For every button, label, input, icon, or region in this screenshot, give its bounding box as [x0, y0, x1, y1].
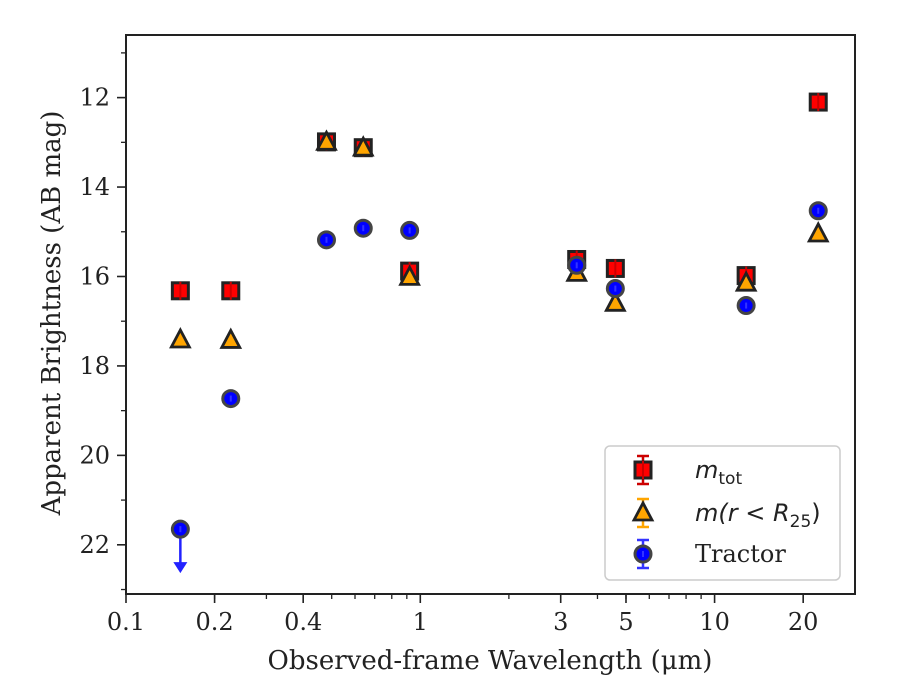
x-tick-label: 1 — [413, 608, 428, 636]
y-tick-label: 12 — [79, 84, 110, 112]
triangle-marker — [631, 500, 655, 522]
x-tick-label: 0.1 — [107, 608, 145, 636]
series-circle — [170, 201, 828, 574]
triangle-marker — [806, 221, 830, 243]
y-tick-label: 20 — [79, 441, 110, 469]
data-point — [316, 230, 336, 250]
y-tick-label: 22 — [79, 531, 110, 559]
data-point — [808, 201, 828, 221]
data-point — [734, 270, 758, 292]
data-point — [170, 281, 190, 301]
data-point — [351, 135, 375, 157]
legend-label: Tractor — [695, 540, 786, 568]
data-point — [567, 255, 587, 275]
triangle-marker — [734, 270, 758, 292]
series-triangle — [169, 129, 830, 349]
data-point — [736, 296, 756, 316]
triangle-marker — [398, 264, 421, 286]
data-point — [169, 326, 192, 349]
y-tick-label: 14 — [79, 173, 110, 201]
legend: mtot m(r < R25) Tractor — [604, 445, 841, 581]
data-point — [604, 290, 627, 312]
data-point — [400, 220, 420, 240]
legend-marker — [631, 500, 655, 522]
x-tick-label: 0.2 — [196, 608, 234, 636]
plot-frame — [125, 34, 856, 595]
data-point — [808, 92, 828, 112]
data-point — [605, 258, 625, 278]
legend-marker — [633, 544, 653, 564]
data-point — [398, 264, 421, 286]
x-tick-label: 0.4 — [284, 608, 322, 636]
y-axis-label: Apparent Brightness (AB mag) — [37, 111, 67, 517]
upper-limit-arrowhead — [173, 562, 188, 574]
y-tick-label: 16 — [79, 262, 110, 290]
triangle-marker — [604, 290, 627, 312]
marks-layer — [169, 92, 830, 574]
data-point — [315, 129, 338, 151]
legend-marker — [633, 460, 653, 480]
x-tick-label: 10 — [699, 608, 730, 636]
legend-label: m(r < R25) — [695, 499, 821, 532]
data-point — [221, 389, 241, 409]
triangle-marker — [169, 326, 192, 349]
data-point — [170, 519, 190, 539]
axes-layer: 0.1 0.2 0.4 1 3 5 10 20 12 14 16 18 20 22 — [79, 34, 856, 636]
triangle-marker — [219, 327, 243, 349]
data-point — [605, 279, 625, 299]
data-point — [221, 281, 241, 301]
x-tick-label: 20 — [788, 608, 819, 636]
x-tick-label: 5 — [618, 608, 633, 636]
data-point — [219, 327, 243, 349]
triangle-marker — [315, 129, 338, 151]
data-point — [806, 221, 830, 243]
y-tick-label: 18 — [79, 352, 110, 380]
x-axis-label: Observed-frame Wavelength (μm) — [268, 646, 713, 676]
legend-box — [604, 445, 841, 581]
x-tick-label: 3 — [553, 608, 568, 636]
legend-label: mtot — [695, 456, 742, 489]
data-point — [353, 218, 373, 238]
triangle-marker — [351, 135, 375, 157]
